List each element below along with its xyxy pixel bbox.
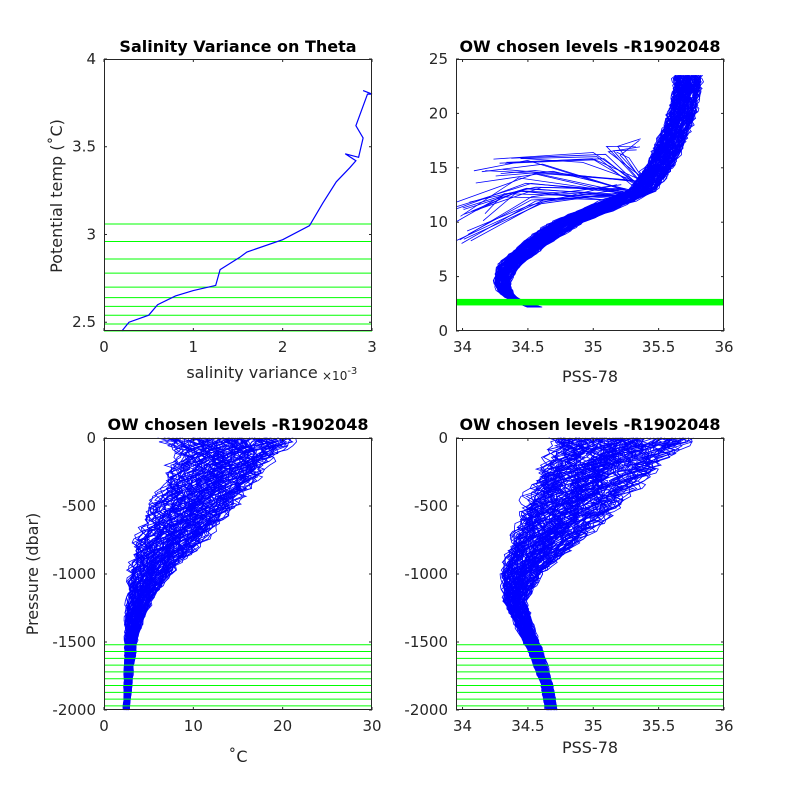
p2-profile-line (506, 75, 698, 308)
p2-surface-line (462, 187, 628, 209)
p2-profile-line (504, 75, 695, 308)
p1-xtick-label: 2 (278, 338, 288, 356)
p2-xtick-label: 35.5 (642, 338, 675, 356)
p2-surface-line (502, 169, 634, 181)
p1-variance-line (121, 90, 373, 332)
p2-profile-line (496, 75, 681, 308)
p2-ytick-label: 15 (429, 159, 448, 177)
p3-ytick-label: -1500 (52, 633, 96, 651)
panel-salinity-pressure: OW chosen levels -R1902048 34 34.5 35 35.5 3… (404, 415, 733, 757)
p2-xtick-label: 34 (453, 338, 472, 356)
p1-ytick-label: 3 (86, 225, 96, 243)
p4-ytick-label: -500 (414, 497, 448, 515)
panel-temperature-pressure: OW chosen levels -R1902048 0 10 20 30 -2000 -… (23, 415, 382, 766)
panel1-ylabel: Potential temp (˚C) (47, 119, 66, 273)
p3-ytick-label: 0 (86, 429, 96, 447)
panel1-x-exponent-power: -3 (347, 366, 357, 377)
p3-ytick-label: -500 (62, 497, 96, 515)
panel1-x-exponent: ×10-3 (322, 366, 357, 383)
p3-xtick-label: 10 (184, 717, 203, 735)
panel1-x-exponent-base: ×10 (322, 369, 347, 383)
panel3-title: OW chosen levels -R1902048 (107, 415, 368, 434)
p1-xtick-label: 0 (99, 338, 109, 356)
panel2-title: OW chosen levels -R1902048 (459, 37, 720, 56)
p2-surface-line (473, 159, 635, 194)
panel2-plot-area: 34 34.5 35 35.5 36 0 5 10 15 20 25 (429, 50, 734, 356)
panel2-frame (456, 59, 724, 331)
panel4-xlabel: PSS-78 (562, 738, 618, 757)
p2-surface-line (605, 145, 644, 187)
p2-surface-line (466, 184, 617, 232)
p2-surface-line (481, 163, 630, 192)
p1-xtick-label: 1 (189, 338, 199, 356)
p2-surface-line (619, 139, 648, 185)
p4-xtick-label: 36 (714, 717, 733, 735)
panel3-frame (104, 438, 372, 710)
p2-surface-line (505, 159, 639, 187)
p4-xtick-label: 35.5 (642, 717, 675, 735)
p2-surface-line (470, 192, 623, 242)
p2-surface-line (520, 156, 639, 191)
p2-ytick-label: 25 (429, 50, 448, 68)
panel4-plot-area: 34 34.5 35 35.5 36 -2000 -1500 -1000 -500 0 (404, 429, 733, 735)
p2-surface-line (493, 152, 637, 183)
p2-xtick-label: 36 (714, 338, 733, 356)
p3-ytick-label: -2000 (52, 701, 96, 719)
p3-xtick-label: 20 (273, 717, 292, 735)
p1-ytick-label: 4 (86, 50, 96, 68)
panel1-title: Salinity Variance on Theta (119, 37, 356, 56)
p2-ytick-label: 5 (438, 268, 448, 286)
p1-ytick-label: 3.5 (72, 138, 96, 156)
p4-xtick-label: 34.5 (511, 717, 544, 735)
p2-surface-line (475, 173, 631, 195)
p2-profile-line (509, 75, 702, 308)
p2-ytick-label: 10 (429, 213, 448, 231)
p2-surface-line (463, 192, 621, 240)
p2-profile-line (497, 75, 685, 308)
panel1-xlabel: salinity variance (186, 363, 317, 382)
panel-salinity-variance: Salinity Variance on Theta 0 1 2 32.533.54 … (47, 37, 377, 383)
p3-ytick-label: -1000 (52, 565, 96, 583)
p2-xtick-label: 35 (584, 338, 603, 356)
p2-profile-line (508, 75, 701, 308)
p2-levels-band (456, 298, 724, 306)
p4-ytick-label: -1500 (404, 633, 448, 651)
p2-surface-line (484, 193, 615, 214)
p1-xtick-label: 3 (367, 338, 377, 356)
panel-theta-salinity: OW chosen levels -R1902048 34 34.5 35 35.5 3… (429, 37, 734, 386)
panel2-xlabel: PSS-78 (562, 367, 618, 386)
p2-surface-line (511, 153, 638, 185)
panel4-frame (456, 438, 724, 710)
panel4-title: OW chosen levels -R1902048 (459, 415, 720, 434)
p4-xtick-label: 35 (584, 717, 603, 735)
p4-ytick-label: -2000 (404, 701, 448, 719)
p2-ytick-label: 20 (429, 104, 448, 122)
panel3-ylabel: Pressure (dbar) (23, 513, 42, 636)
p2-surface-line (469, 186, 625, 203)
p2-ytick-label: 0 (438, 322, 448, 340)
p1-ytick-label: 2.5 (72, 313, 96, 331)
p3-xtick-label: 0 (99, 717, 109, 735)
p4-xtick-label: 34 (453, 717, 472, 735)
p2-profile-line (508, 74, 704, 308)
p2-surface-line (455, 173, 625, 203)
panel1-frame (104, 59, 372, 331)
p3-xtick-label: 30 (362, 717, 381, 735)
p4-ytick-label: -1000 (404, 565, 448, 583)
panel3-xlabel: ˚C (228, 747, 247, 766)
p2-profile-line (508, 74, 704, 308)
p2-surface-line (506, 158, 640, 188)
p4-ytick-label: 0 (438, 429, 448, 447)
panel3-plot-area: 0 10 20 30 -2000 -1500 -1000 -500 0 (52, 429, 381, 735)
p2-xtick-label: 34.5 (511, 338, 544, 356)
